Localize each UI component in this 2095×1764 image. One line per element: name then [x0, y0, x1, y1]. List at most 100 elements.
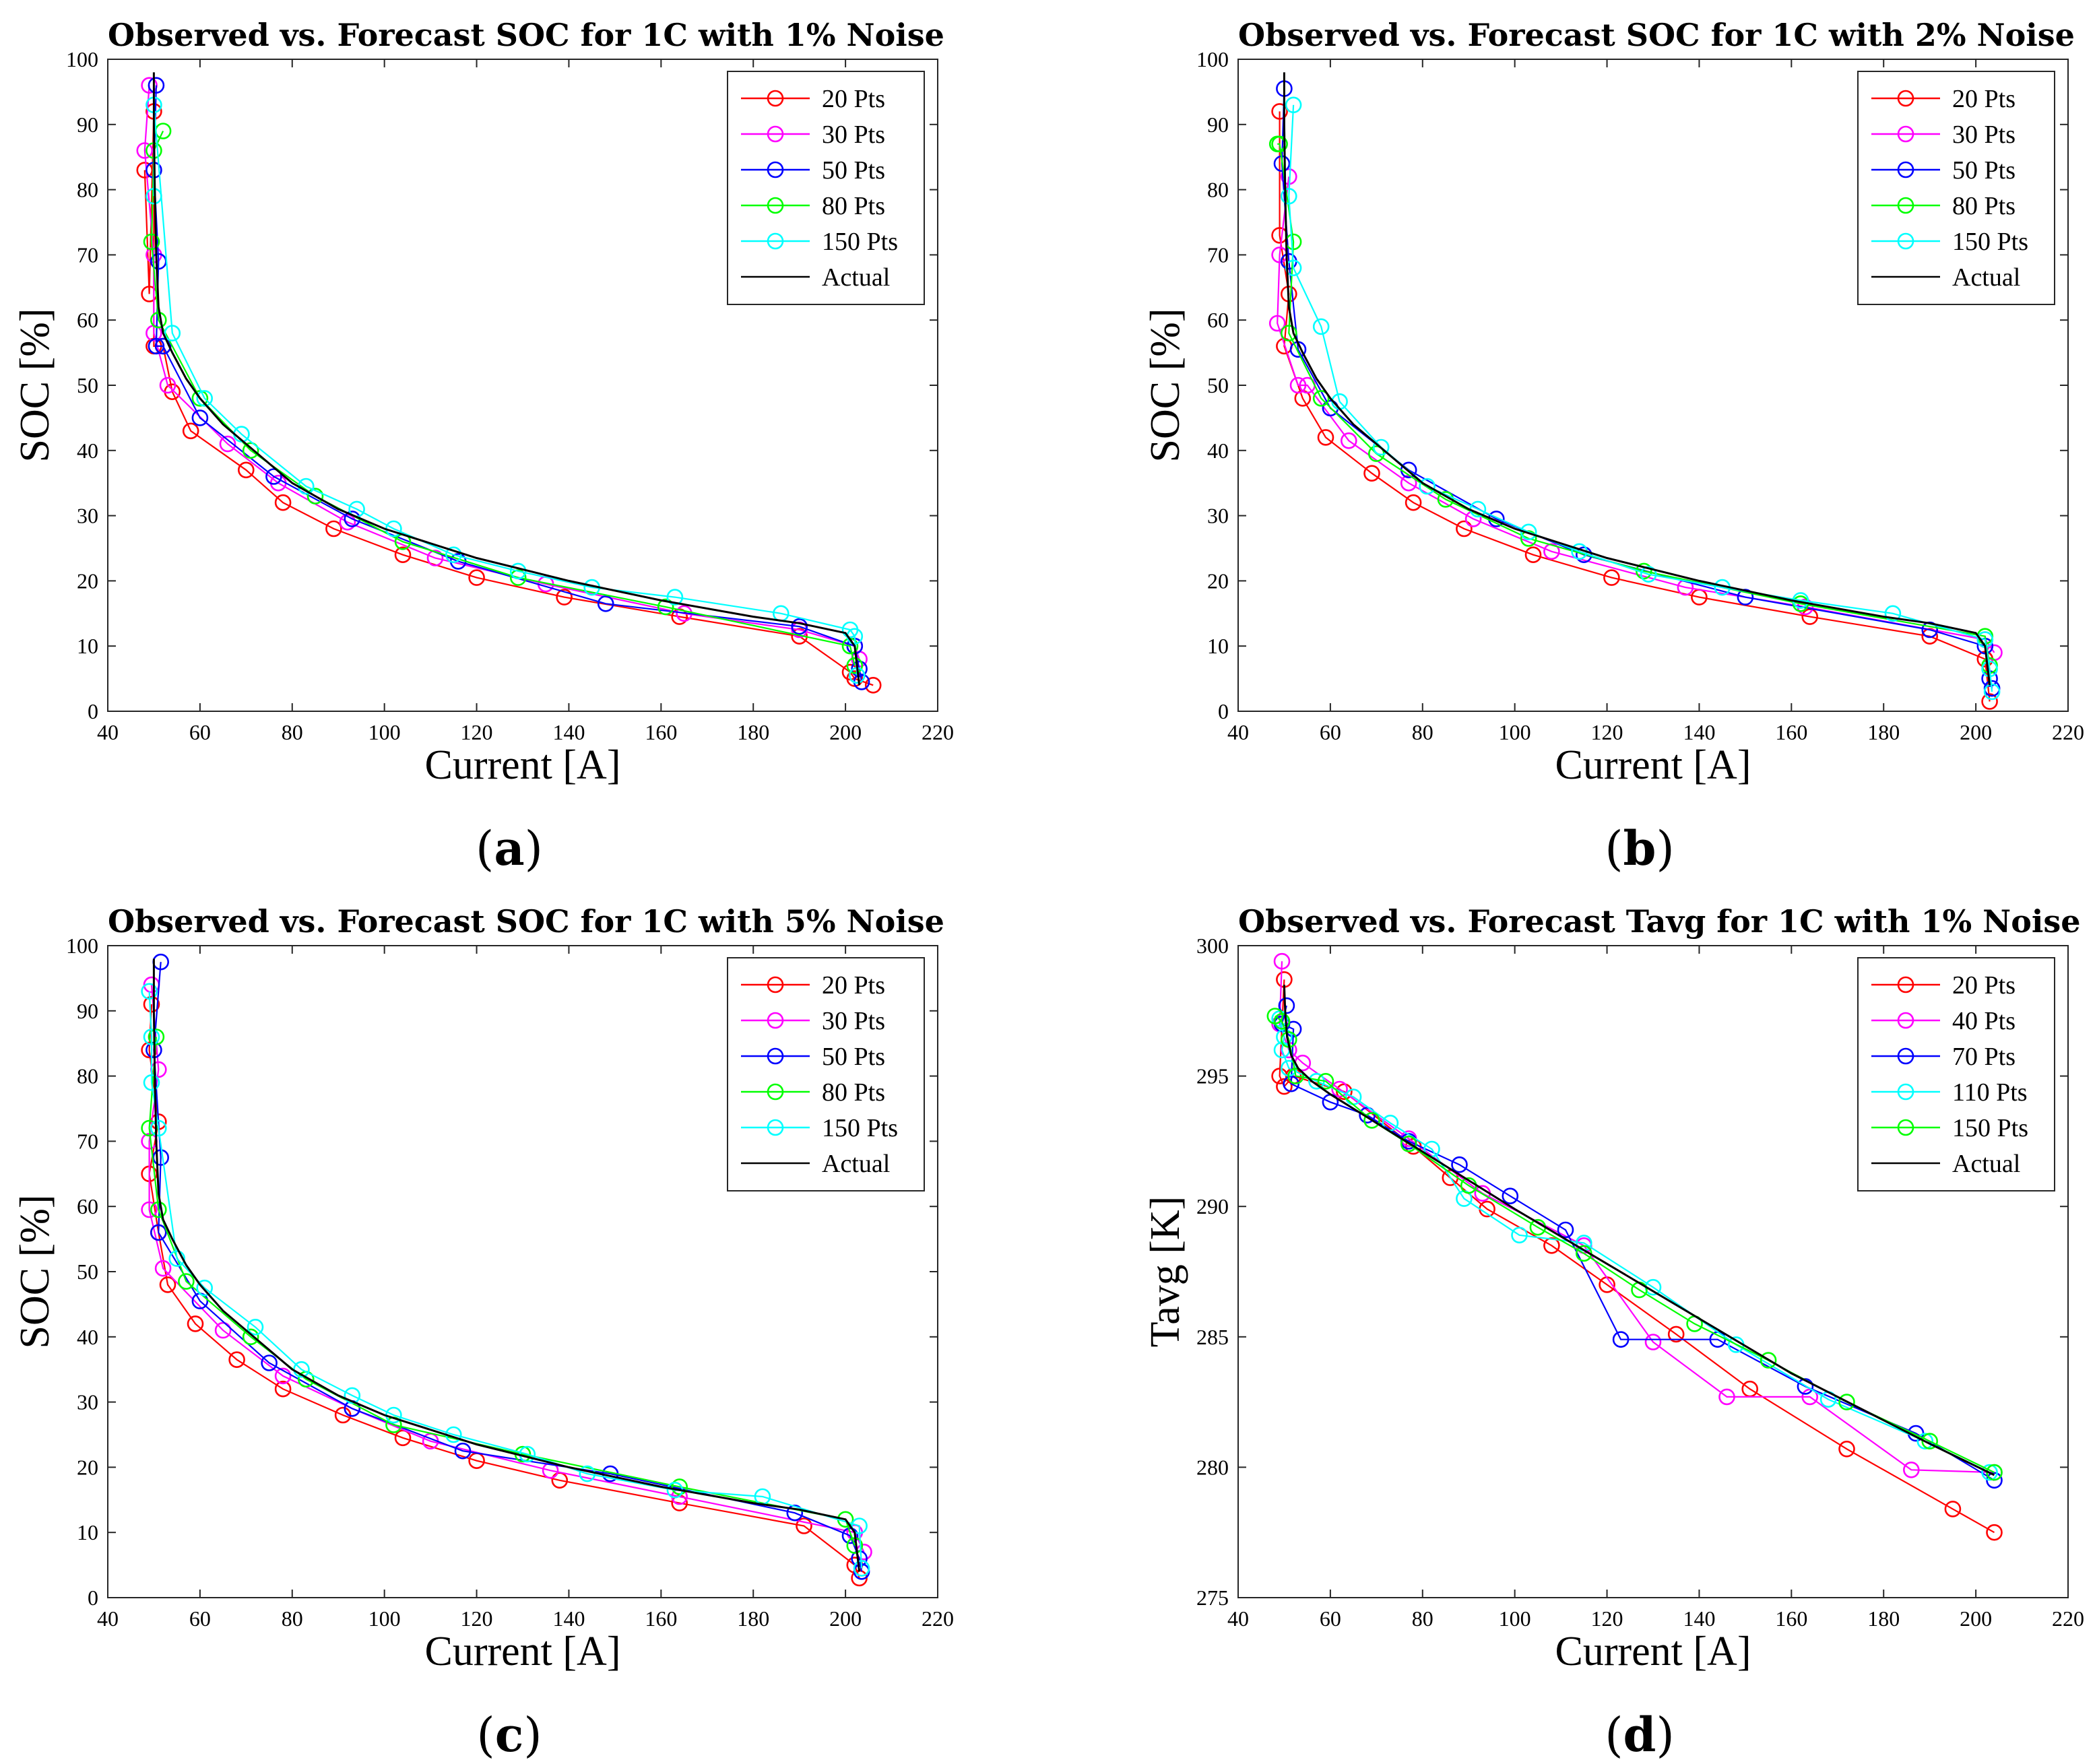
legend-box [727, 71, 925, 305]
legend-entry: Actual [1871, 1150, 2020, 1178]
panel-c-x-ticks: 40 60 80 100 120 140 160 180 200 220 [97, 946, 954, 1631]
x-tick-label: 100 [1499, 1606, 1531, 1631]
data-point [841, 1527, 859, 1544]
x-tick-label: 200 [1960, 720, 1992, 744]
data-point [141, 77, 158, 94]
panel-b-y-axis-label: SOC [%] [1142, 308, 1188, 462]
x-tick-label: 140 [552, 720, 585, 744]
legend-entry: 30 Pts [741, 1007, 885, 1035]
y-tick-label: 50 [1207, 373, 1229, 397]
panel-c-label: (c) [476, 1707, 542, 1763]
legend-marker [1897, 90, 1914, 107]
legend-label: Actual [822, 1150, 890, 1178]
panel-c: Observed vs. Forecast SOC for 1C with 5%… [12, 903, 954, 1763]
data-point [1285, 259, 1302, 277]
data-point [1603, 569, 1620, 586]
y-tick-label: 50 [77, 373, 98, 397]
legend-marker [1897, 232, 1914, 250]
legend-entry: 150 Pts [1871, 1114, 2028, 1142]
legend-marker [1897, 125, 1914, 143]
data-point [1916, 1433, 1934, 1450]
panel-a-x-ticks: 40 60 80 100 120 140 160 180 200 220 [97, 59, 954, 744]
x-tick-label: 180 [1867, 1606, 1900, 1631]
x-tick-label: 40 [1227, 720, 1249, 744]
legend-label: 150 Pts [1952, 228, 2028, 256]
data-point [1312, 318, 1330, 335]
panel-b-y-ticks: 0 10 20 30 40 50 60 70 80 90 100 [1196, 47, 2068, 723]
data-point [1285, 96, 1302, 114]
data-point [191, 390, 209, 407]
panel-a-plot-area [136, 72, 882, 694]
x-tick-label: 60 [1320, 720, 1341, 744]
legend-marker [767, 90, 784, 107]
data-point [1986, 1524, 2003, 1541]
legend-entry: 30 Pts [1871, 121, 2016, 149]
x-tick-label: 40 [97, 720, 119, 744]
data-point [1838, 1394, 1855, 1410]
legend-label: 150 Pts [822, 228, 898, 256]
data-point [1524, 546, 1542, 564]
y-tick-label: 60 [1207, 308, 1229, 332]
panel-c-plot-area [141, 953, 872, 1587]
x-tick-label: 40 [1227, 1606, 1249, 1631]
data-point [394, 546, 412, 564]
y-tick-label: 100 [1196, 47, 1229, 71]
y-tick-label: 40 [1207, 438, 1229, 463]
data-point [426, 550, 444, 566]
data-point [168, 1250, 185, 1267]
panel-d-label: (d) [1605, 1707, 1675, 1763]
data-point [579, 1465, 596, 1482]
legend-entry: 40 Pts [1871, 1007, 2016, 1035]
x-tick-label: 140 [1683, 1606, 1715, 1631]
data-point [154, 1260, 172, 1277]
legend-entry: 150 Pts [741, 228, 898, 256]
series-line [152, 72, 861, 686]
legend-label: 80 Pts [1952, 192, 2016, 220]
data-point [1271, 103, 1288, 120]
legend-marker [1897, 197, 1914, 214]
data-point [1797, 1378, 1814, 1395]
legend-entry: Actual [741, 1150, 890, 1178]
legend-marker [1897, 976, 1914, 993]
legend-label: 30 Pts [1952, 121, 2016, 149]
legend-label: 80 Pts [822, 1078, 885, 1107]
data-point [1944, 1501, 1962, 1517]
data-point [1331, 1080, 1348, 1098]
data-point [178, 1273, 195, 1290]
x-tick-label: 160 [1775, 1606, 1807, 1631]
data-point [1543, 543, 1560, 560]
data-point [150, 1119, 167, 1137]
legend-label: 110 Pts [1952, 1078, 2028, 1107]
data-point [851, 1517, 868, 1534]
data-point [148, 77, 165, 94]
x-tick-label: 80 [282, 720, 303, 744]
y-tick-label: 100 [66, 934, 98, 958]
x-tick-label: 40 [97, 1606, 119, 1631]
data-point [274, 1380, 292, 1398]
legend-label: 20 Pts [1952, 85, 2016, 113]
panel-b-legend: 20 Pts 30 Pts 50 Pts 80 Pts 150 Pts Actual [1857, 71, 2055, 305]
legend-entry: 80 Pts [741, 192, 885, 220]
data-point [1981, 693, 1998, 710]
x-tick-label: 200 [829, 1606, 862, 1631]
data-point [159, 377, 176, 394]
y-tick-label: 70 [1207, 242, 1229, 267]
data-point [1801, 1388, 1819, 1406]
data-point [1718, 1388, 1735, 1406]
data-point [1487, 511, 1505, 527]
data-point [1281, 325, 1297, 341]
legend-marker [1897, 1119, 1914, 1136]
data-point [214, 1321, 232, 1339]
data-point [219, 435, 236, 453]
data-point [468, 569, 485, 586]
data-point [1317, 1073, 1334, 1090]
data-point [1271, 135, 1288, 153]
data-point [1502, 1187, 1519, 1205]
data-point [1644, 1334, 1662, 1350]
series-line [1281, 1005, 1995, 1481]
data-point [556, 589, 573, 606]
data-point [1983, 683, 2001, 700]
data-point [148, 337, 165, 355]
data-point [261, 1354, 278, 1371]
data-point [851, 660, 868, 678]
